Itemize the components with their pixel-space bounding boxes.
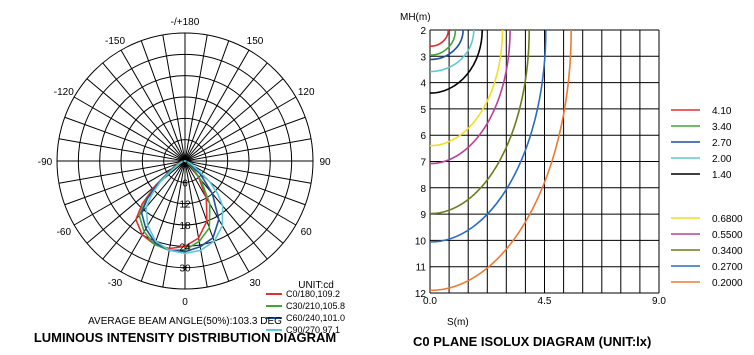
isolux-title: C0 PLANE ISOLUX DIAGRAM (UNIT:lx) [413,334,651,349]
isolux-contour-a-2 [429,29,464,61]
isolux-x-tick-label: 0.0 [423,296,437,307]
isolux-legend-label: 0.5500 [712,230,743,241]
isolux-legend: 4.10 3.40 2.70 2.00 1.40 0.6800 0.5500 0.3400 0.… [671,106,743,289]
isolux-legend-label: 0.2000 [712,278,743,289]
polar-radial-label: 30 [179,264,191,275]
polar-radial-label: 24 [179,242,191,253]
polar-angle-label: 90 [319,157,331,168]
polar-series-line [145,160,224,255]
isolux-contour-a-1 [429,29,457,56]
isolux-legend-label: 3.40 [712,122,732,133]
isolux-contour-b-3 [429,29,547,243]
isolux-y-tick-label: 8 [420,184,426,195]
polar-footer: AVERAGE BEAM ANGLE(50%):103.3 DEG [88,316,282,327]
isolux-y-tick-label: 6 [420,131,426,142]
isolux-legend-label: 0.6800 [712,214,743,225]
polar-labels: -/+180 150 120 90 60 30 0 -30 -60 -90 -120 -150 0 6 12… [38,17,331,308]
isolux-contour-a-0 [429,29,450,48]
isolux-contour-a-3 [429,29,475,73]
isolux-curves [429,29,572,292]
polar-angle-label: 30 [249,278,261,289]
isolux-legend-label: 0.2700 [712,262,743,273]
isolux-contour-b-1 [429,29,511,165]
isolux-y-tick-label: 4 [420,79,426,90]
isolux-axis-labels: 2 3 4 5 6 7 8 9 10 11 120.0 4.5 9.0 [415,26,667,307]
isolux-legend-label: 1.40 [712,170,732,181]
isolux-ylabel: MH(m) [400,12,431,23]
polar-legend-label: C0/180,109.2 [286,289,340,299]
isolux-legend-label: 0.3400 [712,246,743,257]
isolux-y-tick-label: 12 [415,289,427,300]
isolux-contour-b-4 [429,29,572,292]
polar-chart: -/+180 150 120 90 60 30 0 -30 -60 -90 -120 -150 0 6 12… [34,17,345,345]
polar-legend-label: C60/240,101.0 [286,313,345,323]
isolux-y-tick-label: 2 [420,26,426,37]
polar-radial-label: 18 [179,221,191,232]
isolux-y-tick-label: 11 [416,263,427,274]
polar-unit-label: UNIT:cd [298,280,334,291]
polar-angle-label: 150 [247,36,264,47]
polar-angle-label: -/+180 [171,17,200,28]
isolux-contour-b-0 [429,29,504,147]
polar-legend-label: C90/270,97.1 [286,325,340,335]
polar-curves [135,160,224,255]
isolux-y-tick-label: 9 [420,210,426,221]
isolux-y-tick-label: 10 [415,236,427,247]
isolux-x-tick-label: 9.0 [652,296,666,307]
polar-angle-label: 0 [182,297,188,308]
polar-radial-label: 0 [182,157,188,168]
polar-angle-label: -120 [54,87,74,98]
isolux-legend-label: 2.70 [712,138,732,149]
isolux-legend-label: 4.10 [712,106,732,117]
polar-angle-label: -150 [105,36,125,47]
isolux-x-tick-label: 4.5 [538,296,552,307]
isolux-y-tick-label: 7 [420,158,426,169]
polar-angle-label: -60 [57,227,72,238]
isolux-y-tick-label: 3 [420,52,426,63]
isolux-legend-label: 2.00 [712,154,732,165]
polar-radial-label: 12 [179,200,191,211]
polar-angle-label: 120 [298,87,315,98]
polar-angle-label: -90 [38,157,53,168]
polar-legend-label: C30/210,105.8 [286,301,345,311]
polar-legend: C0/180,109.2 C30/210,105.8 C60/240,101.0 C9… [266,289,345,335]
isolux-contour-b-2 [429,29,530,215]
isolux-contour-a-4 [429,29,483,94]
polar-angle-label: -30 [108,278,123,289]
polar-title: LUMINOUS INTENSITY DISTRIBUTION DIAGRAM [34,330,336,345]
polar-radial-label: 6 [182,178,188,189]
isolux-chart: MH(m) 2 3 4 5 6 7 8 9 10 11 120.0 4.5 9.0 S(m) 4.10 3… [400,12,743,349]
isolux-y-tick-label: 5 [420,105,426,116]
polar-angle-label: 60 [301,227,313,238]
isolux-xlabel: S(m) [447,317,469,328]
